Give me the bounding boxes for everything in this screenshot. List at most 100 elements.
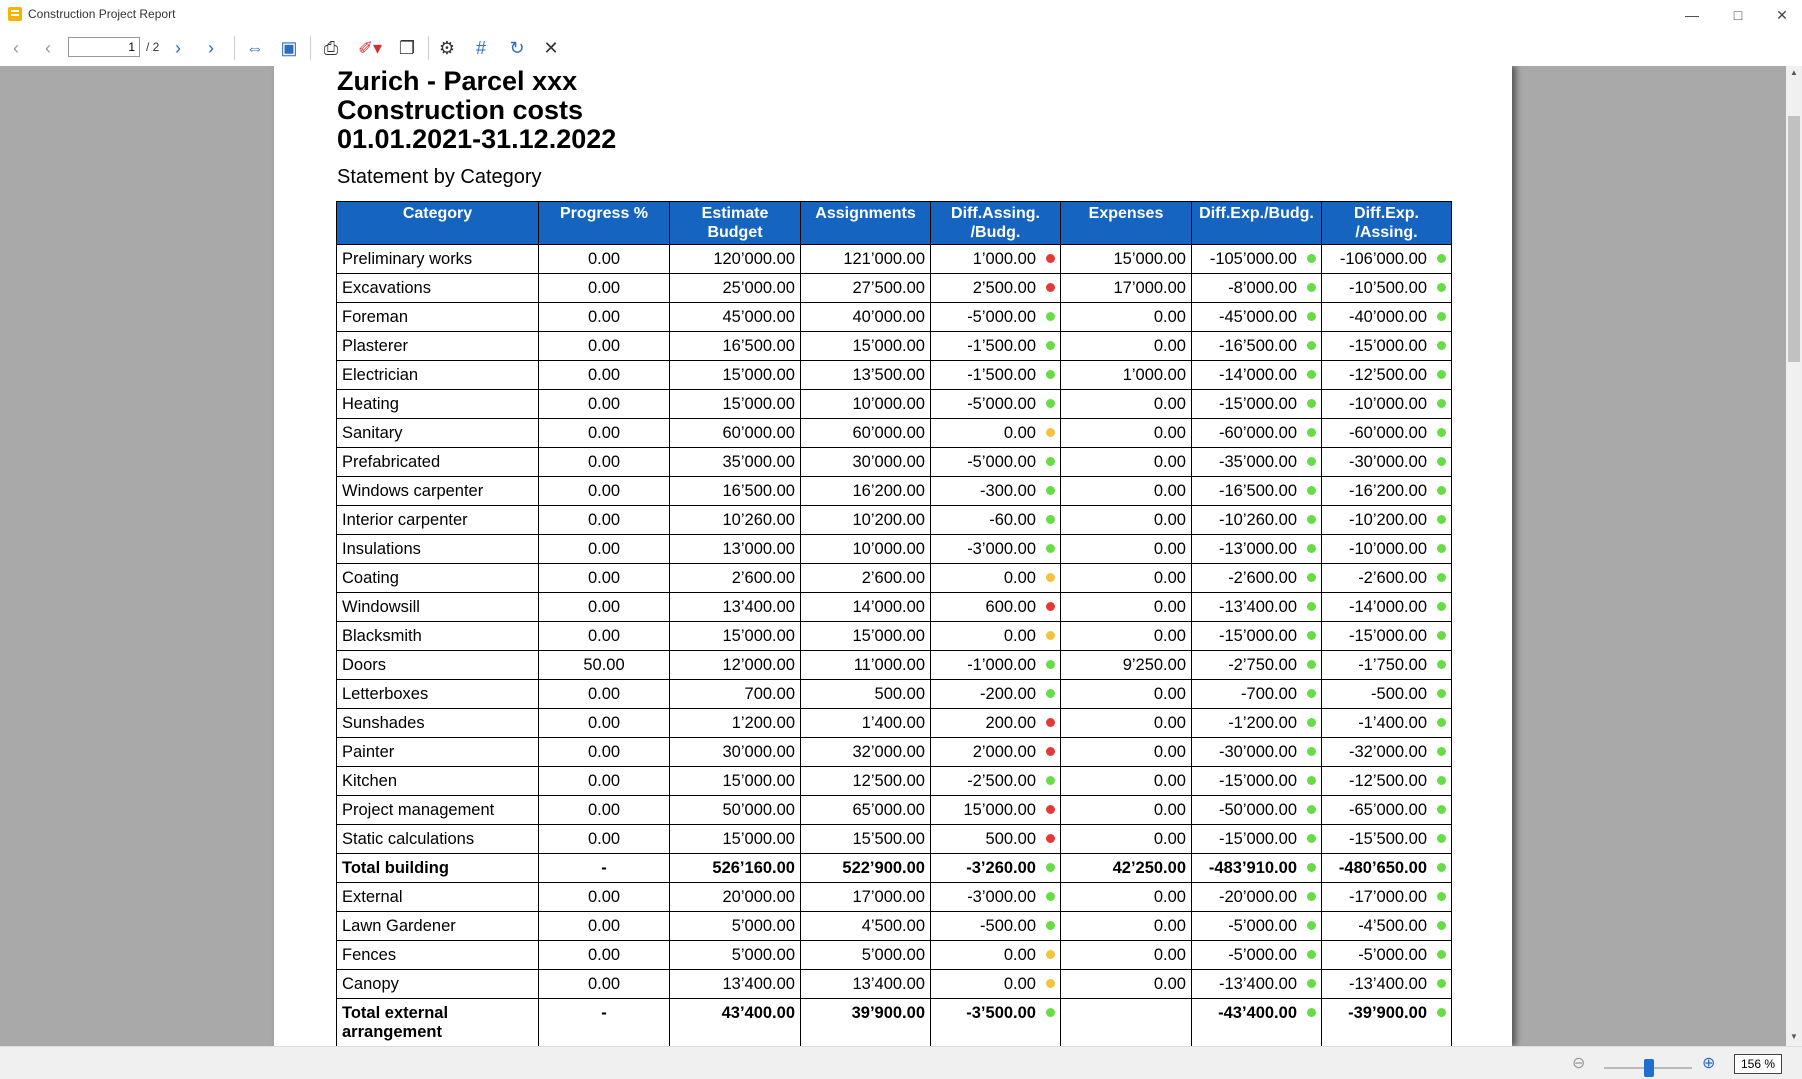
cell-progress: 0.00	[538, 824, 670, 854]
cell-diffeb: -15’000.00	[1191, 621, 1322, 651]
cell-diffab: 0.00	[930, 940, 1061, 970]
cell-budget: 15’000.00	[669, 766, 801, 796]
cell-diffab: 0.00	[930, 563, 1061, 593]
cell-progress: 0.00	[538, 360, 670, 390]
table-row: Interior carpenter 0.00 10’260.00 10’200.00…	[336, 505, 1452, 535]
cell-diffeb: -2’750.00	[1191, 650, 1322, 680]
status-dot-icon	[1307, 804, 1316, 814]
cell-diffeb: -35’000.00	[1191, 447, 1322, 477]
vertical-scrollbar[interactable]: ▲ ▼	[1786, 66, 1802, 1046]
scroll-down-icon[interactable]: ▼	[1790, 1032, 1798, 1041]
report-title-line1: Zurich - Parcel xxx	[337, 66, 578, 96]
cell-expenses: 0.00	[1060, 795, 1192, 825]
print-icon[interactable]: ⎙	[323, 38, 339, 58]
cell-category: Fences	[336, 940, 539, 970]
cell-expenses: 9’250.00	[1060, 650, 1192, 680]
cell-budget: 50’000.00	[669, 795, 801, 825]
status-dot-icon	[1046, 978, 1055, 988]
zoom-out-icon[interactable]: ⊖	[1572, 1055, 1586, 1072]
table-row: Fences 0.00 5’000.00 5’000.00 0.00 0.00 -5’000…	[336, 940, 1452, 970]
cell-diffab: 500.00	[930, 824, 1061, 854]
cell-budget: 10’260.00	[669, 505, 801, 535]
table-row: Electrician 0.00 15’000.00 13’500.00 -1’500.…	[336, 360, 1452, 390]
scroll-up-icon[interactable]: ▲	[1790, 68, 1798, 77]
next-page-icon[interactable]: ›	[175, 38, 181, 58]
close-icon[interactable]: ✕	[543, 38, 559, 58]
cell-budget: 15’000.00	[669, 621, 801, 651]
refresh-icon[interactable]: ↻	[509, 38, 525, 58]
cell-budget: 15’000.00	[669, 360, 801, 390]
cell-assign: 32’000.00	[800, 737, 931, 767]
status-dot-icon	[1437, 891, 1446, 901]
cell-diffab: 1’000.00	[930, 244, 1061, 274]
cell-diffea: -14’000.00	[1321, 592, 1452, 622]
cell-expenses: 0.00	[1060, 331, 1192, 361]
cell-category: Total building	[336, 853, 539, 883]
table-row: Preliminary works 0.00 120’000.00 121’000.0…	[336, 244, 1452, 274]
copy-icon[interactable]: ❐	[398, 38, 416, 58]
cell-category: Blacksmith	[336, 621, 539, 651]
cell-assign: 65’000.00	[800, 795, 931, 825]
scrollbar-thumb[interactable]	[1788, 116, 1800, 362]
cell-budget: 20’000.00	[669, 882, 801, 912]
settings-gear-icon[interactable]: ⚙	[438, 38, 456, 58]
cell-budget: 30’000.00	[669, 737, 801, 767]
category-table: Category Progress % Estimate Budget Assig…	[336, 201, 1452, 1046]
status-dot-icon	[1437, 282, 1446, 292]
cell-expenses: 0.00	[1060, 621, 1192, 651]
zoom-in-icon[interactable]: ⊕	[1702, 1055, 1716, 1072]
status-dot-icon	[1307, 717, 1316, 727]
minimize-button[interactable]: —	[1685, 7, 1699, 23]
table-row: Static calculations 0.00 15’000.00 15’500.0…	[336, 824, 1452, 854]
cell-progress: 0.00	[538, 331, 670, 361]
cell-diffeb: -105’000.00	[1191, 244, 1322, 274]
cell-expenses: 0.00	[1060, 882, 1192, 912]
cell-budget: 15’000.00	[669, 389, 801, 419]
status-dot-icon	[1437, 1008, 1446, 1017]
zoom-slider-thumb[interactable]	[1644, 1059, 1654, 1077]
status-dot-icon	[1307, 369, 1316, 379]
cell-expenses: 0.00	[1060, 679, 1192, 709]
document-viewport[interactable]: Zurich - Parcel xxx Construction costs 0…	[0, 66, 1786, 1046]
cell-expenses: 0.00	[1060, 592, 1192, 622]
previous-page-icon[interactable]: ‹	[45, 38, 51, 58]
close-window-button[interactable]: ✕	[1776, 7, 1788, 23]
status-dot-icon	[1307, 891, 1316, 901]
cell-expenses: 0.00	[1060, 766, 1192, 796]
export-pdf-icon[interactable]: ✐▾	[357, 38, 383, 58]
status-dot-icon	[1046, 746, 1055, 756]
status-dot-icon	[1437, 920, 1446, 930]
cell-assign: 13’500.00	[800, 360, 931, 390]
status-dot-icon	[1046, 1008, 1055, 1017]
zoom-level[interactable]: 156 %	[1734, 1054, 1782, 1074]
cell-expenses: 1’000.00	[1060, 360, 1192, 390]
cell-assign: 10’200.00	[800, 505, 931, 535]
cell-diffeb: -5’000.00	[1191, 911, 1322, 941]
status-dot-icon	[1046, 775, 1055, 785]
cell-diffab: 0.00	[930, 418, 1061, 448]
page-number-input[interactable]: 1	[68, 37, 140, 57]
cell-expenses: 0.00	[1060, 534, 1192, 564]
cell-diffea: -1’400.00	[1321, 708, 1452, 738]
cell-diffab: -3’260.00	[930, 853, 1061, 883]
fit-page-icon[interactable]: ▣	[280, 38, 298, 58]
back-arrow-icon[interactable]: ‹	[13, 38, 19, 58]
cell-diffab: 0.00	[930, 621, 1061, 651]
cell-diffea: -15’000.00	[1321, 331, 1452, 361]
cell-diffea: -60’000.00	[1321, 418, 1452, 448]
forward-arrow-icon[interactable]: ›	[208, 38, 214, 58]
cell-category: Foreman	[336, 302, 539, 332]
app-icon	[8, 7, 22, 21]
page-number-icon[interactable]: #	[475, 38, 486, 58]
cell-diffeb: -30’000.00	[1191, 737, 1322, 767]
status-dot-icon	[1307, 1008, 1316, 1017]
fit-width-icon[interactable]: ⇔	[246, 38, 264, 58]
cell-category: Project management	[336, 795, 539, 825]
cell-diffab: 15’000.00	[930, 795, 1061, 825]
cell-progress: 0.00	[538, 418, 670, 448]
cell-diffea: -15’500.00	[1321, 824, 1452, 854]
cell-progress: 0.00	[538, 592, 670, 622]
cell-expenses: 0.00	[1060, 389, 1192, 419]
maximize-button[interactable]: □	[1733, 7, 1743, 23]
cell-expenses: 0.00	[1060, 824, 1192, 854]
